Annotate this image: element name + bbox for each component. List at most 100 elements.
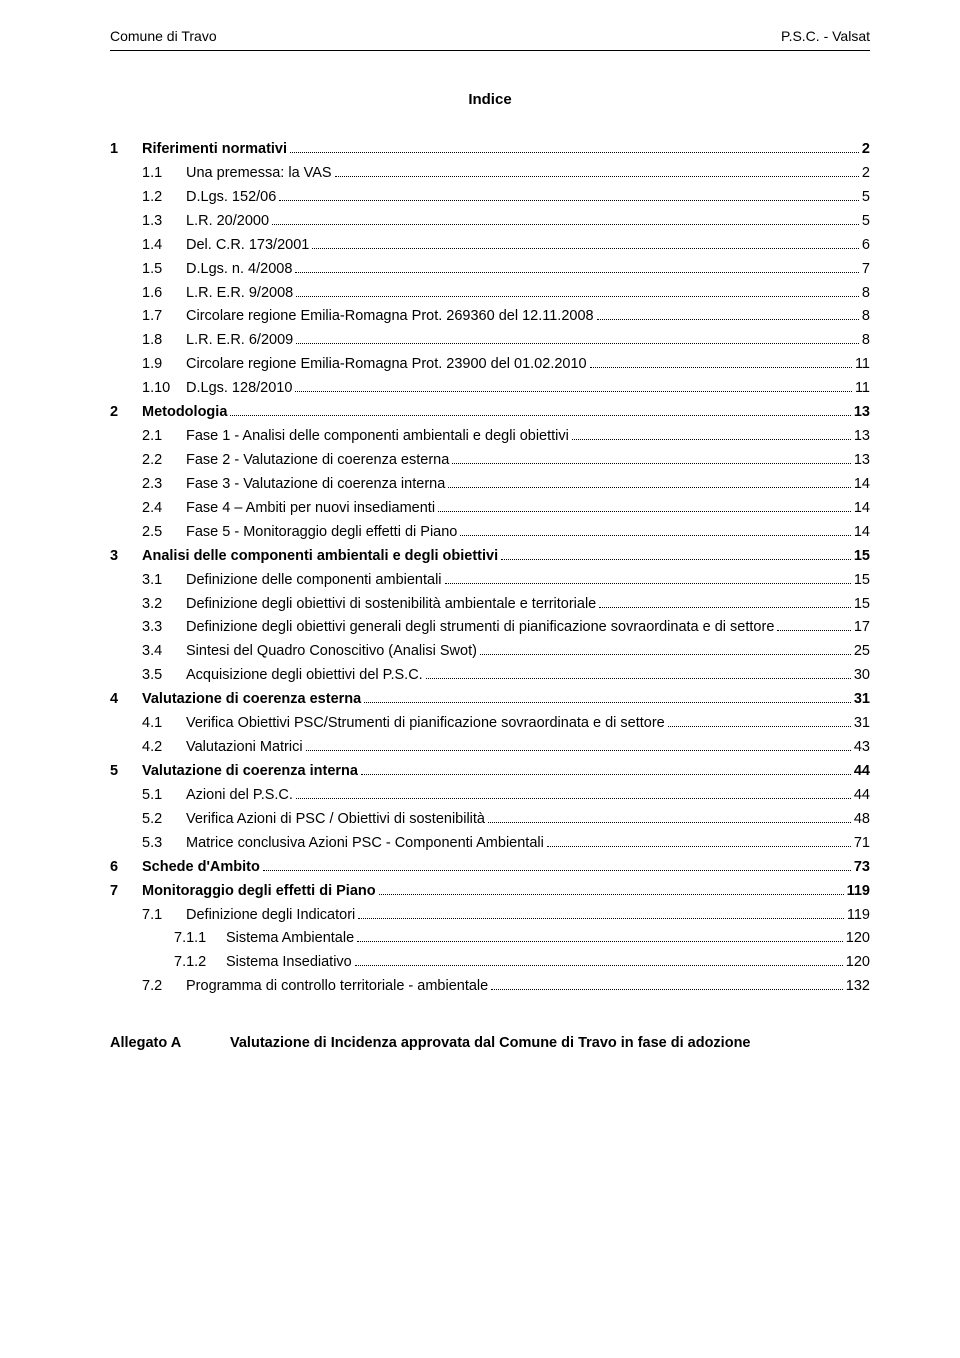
toc-dot-leader [448, 474, 851, 488]
toc-entry-number: 7.2 [142, 975, 186, 999]
toc-dot-leader [230, 402, 850, 416]
toc-entry-label: Schede d'Ambito [142, 856, 260, 880]
toc-entry-page: 73 [854, 856, 870, 880]
toc-entry-number: 5.1 [142, 784, 186, 808]
toc-dot-leader [445, 570, 851, 584]
toc-entry-label: Del. C.R. 173/2001 [186, 234, 309, 258]
toc-dot-leader [335, 163, 859, 177]
toc-entry-label: Fase 4 – Ambiti per nuovi insediamenti [186, 497, 435, 521]
toc-dot-leader [263, 857, 851, 871]
toc-entry-page: 11 [855, 377, 870, 401]
page: Comune di Travo P.S.C. - Valsat Indice 1… [0, 0, 960, 1091]
toc-dot-leader [572, 426, 851, 440]
toc-entry-page: 71 [854, 832, 870, 856]
toc-entry-page: 48 [854, 808, 870, 832]
toc-dot-leader [290, 139, 859, 153]
toc-entry: 3Analisi delle componenti ambientali e d… [110, 545, 870, 569]
toc-entry-page: 13 [854, 425, 870, 449]
toc-dot-leader [491, 976, 843, 990]
toc-dot-leader [547, 833, 851, 847]
toc-entry-number: 4.1 [142, 712, 186, 736]
toc-entry: 7Monitoraggio degli effetti di Piano119 [110, 880, 870, 904]
toc-dot-leader [364, 689, 851, 703]
toc-entry-page: 31 [854, 688, 870, 712]
toc-entry: 7.1.2Sistema Insediativo120 [110, 951, 870, 975]
toc-entry-label: Azioni del P.S.C. [186, 784, 293, 808]
toc-entry-number: 5.3 [142, 832, 186, 856]
toc-entry: 1.6L.R. E.R. 9/20088 [110, 282, 870, 306]
toc-dot-leader [295, 378, 852, 392]
toc-dot-leader [426, 665, 851, 679]
toc-entry: 1.9Circolare regione Emilia-Romagna Prot… [110, 353, 870, 377]
toc-dot-leader [777, 617, 850, 631]
toc-entry-number: 2.1 [142, 425, 186, 449]
toc-entry: 2.1Fase 1 - Analisi delle componenti amb… [110, 425, 870, 449]
toc-entry: 5.1Azioni del P.S.C. 44 [110, 784, 870, 808]
toc-entry-label: Monitoraggio degli effetti di Piano [142, 880, 376, 904]
toc-entry: 5.2Verifica Azioni di PSC / Obiettivi di… [110, 808, 870, 832]
toc-dot-leader [488, 809, 851, 823]
toc-entry-number: 1.1 [142, 162, 186, 186]
toc-dot-leader [272, 211, 859, 225]
toc-entry-number: 3.4 [142, 640, 186, 664]
toc-dot-leader [379, 881, 844, 895]
toc-entry: 1.7Circolare regione Emilia-Romagna Prot… [110, 305, 870, 329]
toc-entry-page: 2 [862, 162, 870, 186]
toc-entry-page: 14 [854, 473, 870, 497]
toc-entry-page: 13 [854, 449, 870, 473]
toc-entry: 3.4Sintesi del Quadro Conoscitivo (Anali… [110, 640, 870, 664]
toc-entry-number: 2.4 [142, 497, 186, 521]
toc-entry-page: 6 [862, 234, 870, 258]
toc-entry-number: 2.3 [142, 473, 186, 497]
toc-entry: 1.2D.Lgs. 152/065 [110, 186, 870, 210]
header-left: Comune di Travo [110, 28, 217, 44]
toc-entry: 4.1Verifica Obiettivi PSC/Strumenti di p… [110, 712, 870, 736]
toc-entry-label: Verifica Azioni di PSC / Obiettivi di so… [186, 808, 485, 832]
toc-entry-page: 44 [854, 784, 870, 808]
toc-entry-page: 15 [854, 569, 870, 593]
toc-entry-number: 3.5 [142, 664, 186, 688]
toc-entry-label: Valutazione di coerenza interna [142, 760, 358, 784]
toc-entry-number: 5 [110, 760, 142, 784]
toc-dot-leader [668, 713, 851, 727]
toc-entry-label: L.R. E.R. 6/2009 [186, 329, 293, 353]
toc-dot-leader [355, 952, 843, 966]
toc-entry-page: 44 [854, 760, 870, 784]
toc-entry-page: 25 [854, 640, 870, 664]
allegato-label: Allegato A [110, 1035, 230, 1051]
toc-entry: 7.1Definizione degli Indicatori119 [110, 904, 870, 928]
toc-entry: 3.1Definizione delle componenti ambienta… [110, 569, 870, 593]
toc-entry-label: Fase 3 - Valutazione di coerenza interna [186, 473, 445, 497]
toc-entry-number: 3.3 [142, 616, 186, 640]
toc-entry-page: 43 [854, 736, 870, 760]
toc-entry-page: 7 [862, 258, 870, 282]
toc-entry: 4.2Valutazioni Matrici43 [110, 736, 870, 760]
toc-entry: 1.8L.R. E.R. 6/20098 [110, 329, 870, 353]
toc-entry-number: 3 [110, 545, 142, 569]
toc-dot-leader [438, 498, 851, 512]
header-divider [110, 50, 870, 51]
toc-entry-number: 2.2 [142, 449, 186, 473]
toc-dot-leader [279, 187, 859, 201]
toc-entry-label: Circolare regione Emilia-Romagna Prot. 2… [186, 305, 594, 329]
toc-entry-label: Programma di controllo territoriale - am… [186, 975, 488, 999]
toc-entry: 3.2Definizione degli obiettivi di sosten… [110, 593, 870, 617]
toc-entry-number: 1.4 [142, 234, 186, 258]
toc-dot-leader [296, 785, 851, 799]
toc-entry-label: Metodologia [142, 401, 227, 425]
toc-dot-leader [452, 450, 851, 464]
toc-entry-number: 3.2 [142, 593, 186, 617]
toc-entry-number: 6 [110, 856, 142, 880]
toc-entry-label: Acquisizione degli obiettivi del P.S.C. [186, 664, 423, 688]
toc-entry-label: Sintesi del Quadro Conoscitivo (Analisi … [186, 640, 477, 664]
toc-entry-page: 8 [862, 329, 870, 353]
toc-dot-leader [361, 761, 851, 775]
toc-entry: 5Valutazione di coerenza interna 44 [110, 760, 870, 784]
toc-entry-page: 119 [847, 904, 870, 928]
toc-entry-label: D.Lgs. 128/2010 [186, 377, 292, 401]
toc-entry: 3.5Acquisizione degli obiettivi del P.S.… [110, 664, 870, 688]
toc-entry-label: Sistema Insediativo [226, 951, 352, 975]
toc-entry: 2Metodologia13 [110, 401, 870, 425]
toc-entry: 1.3L.R. 20/20005 [110, 210, 870, 234]
toc-entry-number: 1.9 [142, 353, 186, 377]
